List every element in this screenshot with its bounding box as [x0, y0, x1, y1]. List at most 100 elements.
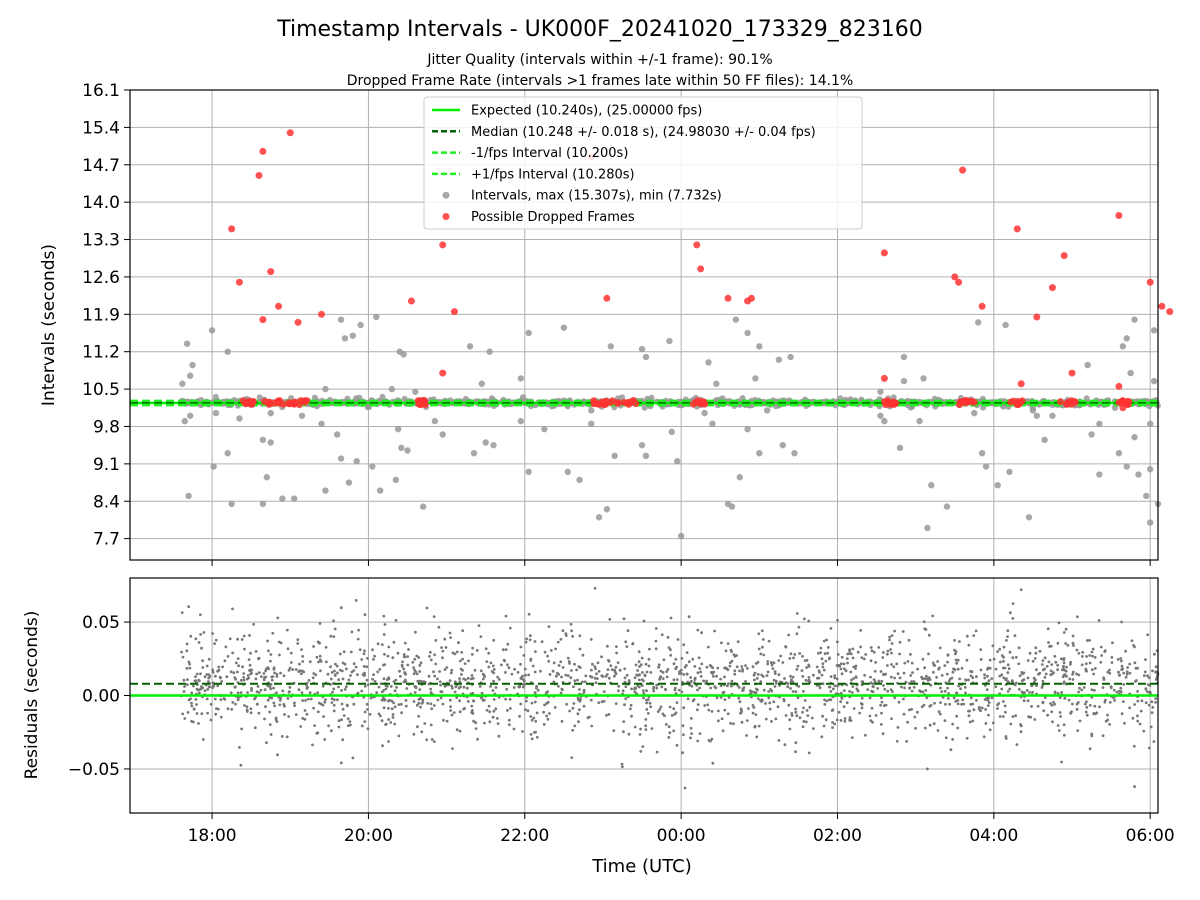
interval-point — [228, 500, 235, 508]
residual-point — [784, 714, 788, 717]
residual-point — [417, 701, 421, 705]
dropped-frame-point — [265, 400, 273, 408]
residual-point — [852, 707, 856, 710]
dropped-frame-point — [1115, 382, 1123, 390]
interval-point — [369, 463, 376, 470]
residual-point — [824, 659, 828, 663]
residual-point — [457, 641, 460, 644]
residual-point — [727, 682, 730, 686]
residual-point — [507, 723, 511, 727]
residual-point — [953, 639, 956, 642]
residual-point — [360, 689, 364, 693]
residual-point — [228, 637, 232, 641]
residual-point — [387, 706, 390, 710]
residual-point — [407, 648, 410, 651]
residual-point — [332, 703, 336, 707]
residual-point — [986, 704, 990, 707]
residual-point — [634, 663, 638, 667]
residual-point — [927, 633, 931, 637]
residual-point — [352, 702, 356, 706]
residual-point — [726, 642, 730, 645]
residual-point — [208, 685, 212, 689]
residual-point — [383, 652, 386, 656]
residual-point — [1097, 619, 1101, 622]
residual-point — [256, 685, 260, 688]
residual-point — [1008, 687, 1012, 691]
residual-point — [524, 673, 527, 677]
residual-point — [856, 689, 860, 692]
residual-point — [268, 696, 271, 700]
residual-point — [633, 687, 636, 691]
residual-point — [968, 720, 972, 724]
interval-point — [290, 495, 298, 502]
residual-point — [768, 707, 772, 711]
residual-point — [713, 629, 716, 633]
legend: Expected (10.240s), (25.00000 fps)Median… — [423, 96, 863, 230]
residual-point — [639, 750, 643, 753]
residual-point — [336, 698, 339, 702]
residual-point — [287, 668, 291, 672]
residual-point — [884, 703, 888, 707]
residual-point — [293, 704, 296, 707]
residual-point — [1058, 711, 1062, 714]
residual-point — [652, 687, 655, 690]
residual-point — [372, 673, 375, 677]
residual-point — [1120, 664, 1124, 668]
residual-point — [880, 700, 884, 704]
residual-point — [393, 722, 397, 726]
residual-point — [883, 687, 887, 691]
residual-point — [242, 676, 246, 679]
residual-point — [496, 675, 499, 679]
residual-point — [1138, 722, 1142, 726]
residual-point — [554, 674, 558, 678]
x-tick-label: 04:00 — [969, 826, 1018, 846]
residual-point — [1075, 672, 1078, 676]
residual-point — [280, 735, 284, 738]
residual-point — [322, 715, 325, 718]
residual-point — [880, 711, 883, 715]
residual-point — [411, 660, 415, 664]
interval-point — [337, 455, 345, 462]
residual-point — [939, 686, 942, 690]
residual-point — [840, 655, 844, 659]
residual-point — [209, 718, 213, 722]
residual-point — [762, 688, 766, 692]
residual-point — [373, 680, 377, 683]
residual-point — [1077, 651, 1081, 655]
residual-point — [753, 724, 757, 728]
residual-point — [889, 688, 893, 691]
residual-point — [472, 719, 475, 723]
residual-point — [1119, 686, 1123, 690]
residual-point — [180, 611, 184, 614]
interval-point — [611, 452, 618, 460]
residual-point — [448, 679, 452, 683]
residual-point — [846, 661, 849, 665]
residual-point — [890, 642, 894, 645]
residual-point — [544, 691, 548, 695]
residual-point — [363, 673, 367, 677]
residual-point — [205, 664, 209, 668]
residual-point — [338, 652, 342, 656]
residual-point — [908, 708, 911, 712]
residual-point — [711, 761, 715, 765]
residual-point — [685, 672, 689, 676]
residual-point — [481, 677, 485, 681]
residual-point — [231, 651, 235, 655]
residual-point — [606, 668, 610, 671]
residual-point — [954, 700, 958, 703]
residual-point — [271, 631, 275, 635]
residual-point — [203, 689, 207, 692]
residual-point — [1117, 689, 1121, 693]
residual-point — [807, 619, 811, 623]
residual-point — [479, 669, 483, 673]
residual-point — [463, 707, 466, 710]
interval-point — [1119, 343, 1127, 350]
interval-point — [756, 449, 763, 457]
residual-point — [1026, 699, 1030, 703]
x-tick-label: 18:00 — [188, 826, 237, 846]
residual-point — [954, 658, 958, 662]
residual-point — [282, 674, 286, 678]
residual-point — [903, 686, 906, 690]
residual-point — [269, 687, 273, 691]
residual-point — [926, 679, 930, 682]
